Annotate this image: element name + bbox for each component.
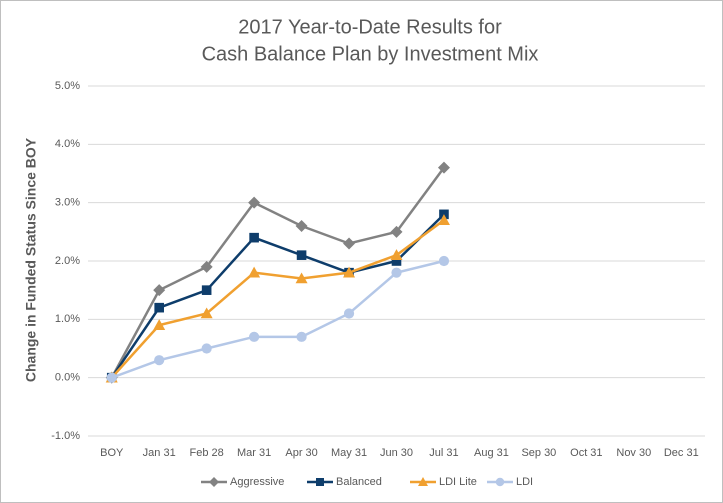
y-tick-label: 4.0% <box>55 138 80 150</box>
y-tick-label: 3.0% <box>55 197 80 209</box>
marker <box>153 284 166 297</box>
marker <box>390 249 403 260</box>
y-tick-label: 5.0% <box>55 80 80 92</box>
marker <box>296 331 307 342</box>
marker <box>295 272 308 284</box>
marker <box>153 319 166 330</box>
chart-title: Cash Balance Plan by Investment Mix <box>202 43 539 65</box>
marker <box>438 255 450 267</box>
marker <box>343 266 356 278</box>
marker <box>437 214 450 225</box>
marker <box>201 343 212 354</box>
x-tick-label: Dec 31 <box>664 447 699 459</box>
x-tick-label: Mar 31 <box>237 447 271 459</box>
marker <box>154 302 164 313</box>
chart-title: 2017 Year-to-Date Results for <box>238 16 502 38</box>
x-tick-label: Oct 31 <box>570 447 602 459</box>
series-line <box>110 213 445 379</box>
marker <box>106 372 117 383</box>
x-tick-label: Sep 30 <box>521 447 556 459</box>
legend-label: Aggressive <box>230 476 284 488</box>
marker <box>200 307 213 319</box>
marker <box>249 232 259 243</box>
legend-label: Balanced <box>336 476 382 488</box>
x-tick-label: Jul 31 <box>429 447 458 459</box>
marker <box>391 267 402 278</box>
legend-label: LDI Lite <box>439 476 477 488</box>
x-tick-label: Nov 30 <box>616 447 651 459</box>
marker <box>296 250 307 260</box>
marker <box>154 355 165 366</box>
marker <box>295 220 308 232</box>
x-tick-label: Jan 31 <box>143 447 176 459</box>
legend-label: LDI <box>516 476 533 488</box>
series-line <box>110 166 445 379</box>
legend-marker <box>209 477 219 487</box>
y-tick-label: 0.0% <box>55 372 80 384</box>
legend-marker <box>495 477 505 487</box>
marker <box>391 256 402 266</box>
y-tick-label: -1.0% <box>51 430 80 442</box>
series-line <box>111 259 445 379</box>
x-tick-label: BOY <box>100 447 124 459</box>
series-line <box>110 219 445 379</box>
y-axis-label: Change in Funded Status Since BOY <box>23 137 39 382</box>
marker <box>390 225 403 238</box>
y-tick-label: 1.0% <box>55 313 80 325</box>
marker <box>343 308 355 319</box>
x-tick-label: Aug 31 <box>474 447 509 459</box>
legend-marker <box>316 478 324 486</box>
marker <box>343 237 356 250</box>
x-tick-label: Apr 30 <box>285 447 317 459</box>
marker <box>200 260 213 273</box>
marker <box>437 161 450 174</box>
legend-marker <box>418 477 428 486</box>
x-tick-label: Feb 28 <box>190 447 224 459</box>
marker <box>248 266 261 278</box>
y-tick-label: 2.0% <box>55 255 80 267</box>
marker <box>201 285 212 295</box>
x-tick-label: May 31 <box>331 447 367 459</box>
marker <box>249 331 260 342</box>
marker <box>248 196 261 209</box>
x-tick-label: Jun 30 <box>380 447 413 459</box>
